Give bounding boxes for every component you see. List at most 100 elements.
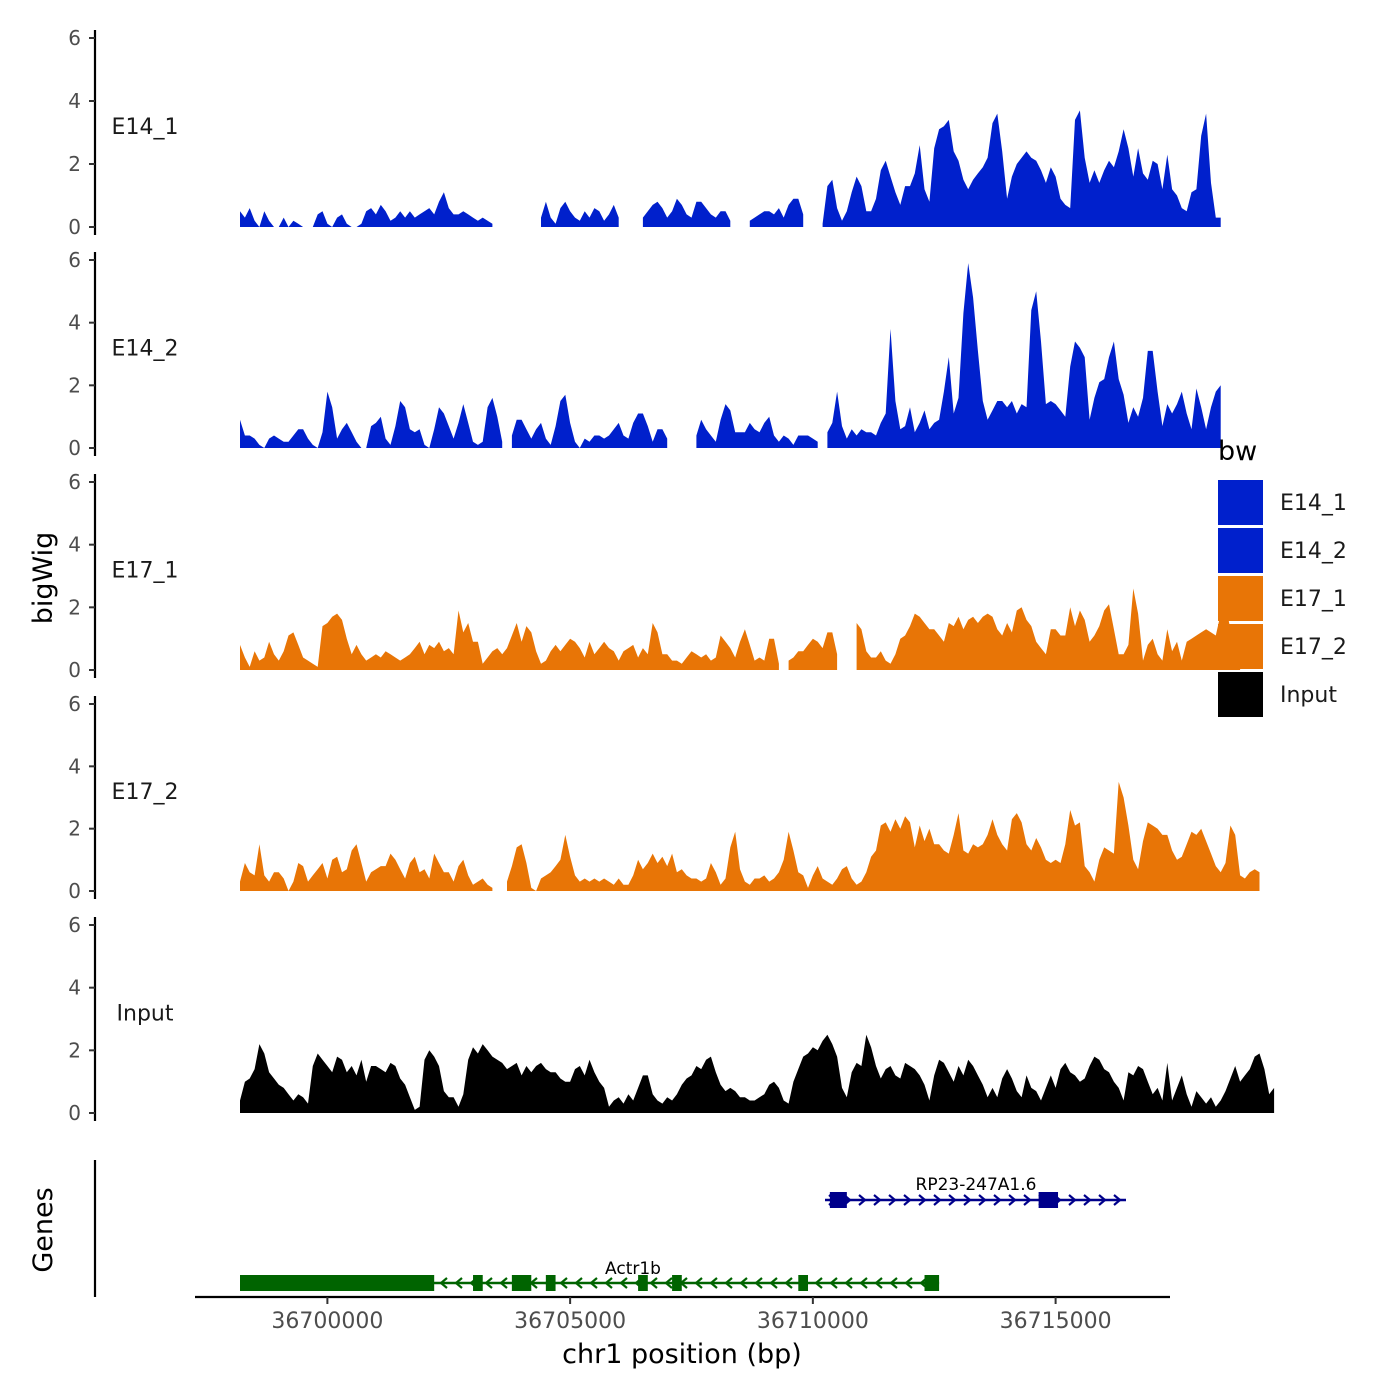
y-tick-label: 6	[68, 26, 81, 50]
legend-label: E14_2	[1280, 539, 1347, 564]
y-tick-label: 0	[68, 1101, 81, 1125]
y-tick-label: 6	[68, 692, 81, 716]
y-tick-label: 0	[68, 879, 81, 903]
strand-arrow	[859, 1277, 868, 1289]
strand-arrow	[918, 1194, 927, 1206]
legend-label: E17_2	[1280, 635, 1347, 660]
bigwig-tracks: 0 2 4 6 E14_1 0 2 4 6 E14_2 0 2 4 6 E17_1 0 2 4 6 E17_2 0 2 4 6…	[68, 26, 1275, 1125]
coverage-area	[856, 588, 1241, 670]
strand-arrow	[664, 1277, 673, 1289]
y-tick-label: 0	[68, 658, 81, 682]
track-label: Input	[117, 1002, 174, 1027]
track-e17-1: 0 2 4 6 E17_1	[68, 470, 1241, 682]
y-tick-label: 6	[68, 470, 81, 494]
y-tick-label: 6	[68, 248, 81, 272]
x-tick-label: 36710000	[757, 1309, 869, 1334]
exon	[473, 1275, 483, 1291]
strand-arrow	[454, 1277, 463, 1289]
coverage-area	[541, 201, 619, 227]
strand-arrow	[1068, 1194, 1077, 1206]
strand-arrow	[888, 1194, 897, 1206]
strand-arrow	[439, 1277, 448, 1289]
strand-arrow	[874, 1277, 883, 1289]
y-tick-label: 2	[68, 1038, 81, 1062]
exon	[829, 1192, 847, 1208]
coverage-area	[240, 192, 493, 227]
x-axis-title: chr1 position (bp)	[562, 1339, 802, 1370]
legend-item: Input	[1218, 672, 1337, 717]
strand-arrow	[1098, 1194, 1107, 1206]
strand-arrow	[858, 1194, 867, 1206]
y-tick-label: 2	[68, 595, 81, 619]
strand-arrow	[1083, 1194, 1092, 1206]
strand-arrow	[933, 1194, 942, 1206]
strand-arrow	[903, 1194, 912, 1206]
legend-item: E17_1	[1218, 576, 1347, 621]
legend-label: Input	[1280, 683, 1337, 708]
coverage-area	[749, 198, 804, 227]
track-e14-2: 0 2 4 6 E14_2	[68, 248, 1221, 460]
strand-arrow	[724, 1277, 733, 1289]
coverage-area	[240, 610, 779, 670]
legend-title: bw	[1218, 436, 1257, 467]
y-tick-label: 4	[68, 754, 81, 778]
exon	[798, 1275, 809, 1291]
y-tick-label: 2	[68, 817, 81, 841]
coverage-area	[511, 394, 668, 448]
x-tick-label: 36715000	[1000, 1309, 1112, 1334]
coverage-area	[696, 404, 818, 448]
strand-arrow	[499, 1277, 508, 1289]
legend-label: E14_1	[1280, 491, 1347, 516]
y-tick-label: 2	[68, 373, 81, 397]
track-label: E14_1	[112, 115, 179, 140]
strand-arrow	[484, 1277, 493, 1289]
exon	[545, 1275, 556, 1291]
coverage-area	[827, 263, 1221, 448]
track-e14-1: 0 2 4 6 E14_1	[68, 26, 1221, 239]
strand-arrow	[709, 1277, 718, 1289]
legend-swatch	[1218, 480, 1263, 525]
strand-arrow	[649, 1277, 658, 1289]
strand-arrow	[619, 1277, 628, 1289]
track-label: E17_2	[112, 780, 179, 805]
legend-swatch	[1218, 528, 1263, 573]
y-tick-label: 2	[68, 152, 81, 176]
gene-rp23-247a1.6: RP23-247A1.6	[825, 1175, 1126, 1208]
strand-arrow	[589, 1277, 598, 1289]
strand-arrow	[739, 1277, 748, 1289]
track-input: 0 2 4 6 Input	[68, 913, 1275, 1125]
strand-arrow	[574, 1277, 583, 1289]
exon	[672, 1275, 682, 1291]
strand-arrow	[559, 1277, 568, 1289]
strand-arrow	[1023, 1194, 1032, 1206]
legend-swatch	[1218, 576, 1263, 621]
strand-arrow	[978, 1194, 987, 1206]
x-axis: 36700000 36705000 36710000 36715000	[195, 1295, 1170, 1334]
x-tick-label: 36700000	[271, 1309, 383, 1334]
strand-arrow	[1113, 1194, 1122, 1206]
y-axis-title: bigWig	[28, 532, 59, 625]
exon	[924, 1275, 940, 1291]
gene-label: RP23-247A1.6	[916, 1175, 1037, 1195]
strand-arrow	[694, 1277, 703, 1289]
y-tick-label: 0	[68, 436, 81, 460]
track-e17-2: 0 2 4 6 E17_2	[68, 692, 1260, 903]
legend-item: E17_2	[1218, 624, 1347, 669]
legend: bw E14_1 E14_2 E17_1 E17_2 Input	[1218, 436, 1347, 717]
y-tick-label: 0	[68, 215, 81, 239]
track-label: E17_1	[112, 559, 179, 584]
strand-arrow	[829, 1277, 838, 1289]
gene-track: RP23-247A1.6 Actr1b	[93, 1160, 1126, 1297]
strand-arrow	[1008, 1194, 1017, 1206]
genes-axis-title: Genes	[28, 1187, 59, 1272]
strand-arrow	[814, 1277, 823, 1289]
strand-arrow	[873, 1194, 882, 1206]
coverage-area	[788, 632, 838, 670]
legend-label: E17_1	[1280, 587, 1347, 612]
exon	[511, 1275, 532, 1291]
y-tick-label: 4	[68, 89, 81, 113]
legend-swatch	[1218, 672, 1263, 717]
y-tick-label: 4	[68, 311, 81, 335]
y-tick-label: 4	[68, 533, 81, 557]
